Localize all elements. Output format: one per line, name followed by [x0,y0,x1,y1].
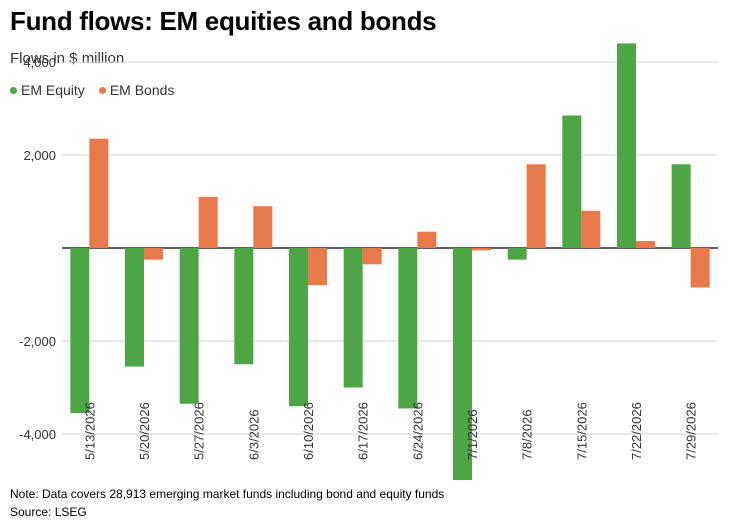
bar-bonds [581,210,601,248]
x-tick-label: 6/17/2026 [356,402,371,460]
legend-item-equity: EM Equity [10,82,85,98]
x-tick-label: 5/20/2026 [137,402,152,460]
bar-bonds [144,248,163,260]
legend-swatch-equity [10,86,17,94]
legend: EM Equity EM Bonds [10,82,174,98]
bar-bonds [89,138,109,248]
bar-bonds [253,206,273,248]
x-tick-label: 6/3/2026 [246,409,261,460]
x-tick-label: 7/8/2026 [520,409,535,460]
bar-bonds [636,241,655,248]
y-tick-label: -2,000 [19,334,56,349]
bar-bonds [198,196,218,248]
x-tick-label: 5/27/2026 [192,402,207,460]
bar-bonds [472,248,491,251]
legend-label-bonds: EM Bonds [109,82,175,98]
bar-equity [507,248,527,260]
legend-item-bonds: EM Bonds [98,82,175,98]
x-tick-label: 5/13/2026 [82,402,97,460]
footnote: Note: Data covers 28,913 emerging market… [10,487,445,501]
bar-equity [125,248,144,367]
x-tick-label: 7/15/2026 [574,402,589,460]
y-tick-label: 4,000 [23,55,56,70]
bar-equity [234,248,254,365]
bar-equity [70,248,90,414]
chart-title: Fund flows: EM equities and bonds [10,6,437,36]
x-tick-label: 7/29/2026 [684,402,699,460]
bar-bonds [526,164,546,248]
bar-equity [562,115,582,248]
bar-equity [343,248,363,388]
bar-equity [617,43,636,249]
legend-swatch-bonds [98,86,106,94]
bar-bonds [308,248,327,286]
chart-subtitle: Flows in $ million [10,50,125,67]
x-tick-label: 7/22/2026 [629,402,644,460]
x-tick-label: 6/24/2026 [410,402,425,460]
source-note: Source: LSEG [10,505,87,519]
y-tick-label: -4,000 [19,427,56,442]
bar-equity [289,248,308,407]
bar-bonds [417,231,437,248]
bar-equity [398,248,418,409]
bar-equity [179,248,199,404]
bar-chart: 4,000 2,000 -2,000 -4,000 5/13/2026 5/20/2026… [19,43,718,480]
bar-equity [453,248,472,480]
bar-bonds [362,248,382,265]
x-tick-label: 7/1/2026 [465,409,480,460]
legend-label-equity: EM Equity [21,82,85,98]
bar-equity [671,164,691,248]
bar-bonds [690,248,710,288]
y-tick-label: 2,000 [23,148,56,163]
x-tick-label: 6/10/2026 [301,402,316,460]
